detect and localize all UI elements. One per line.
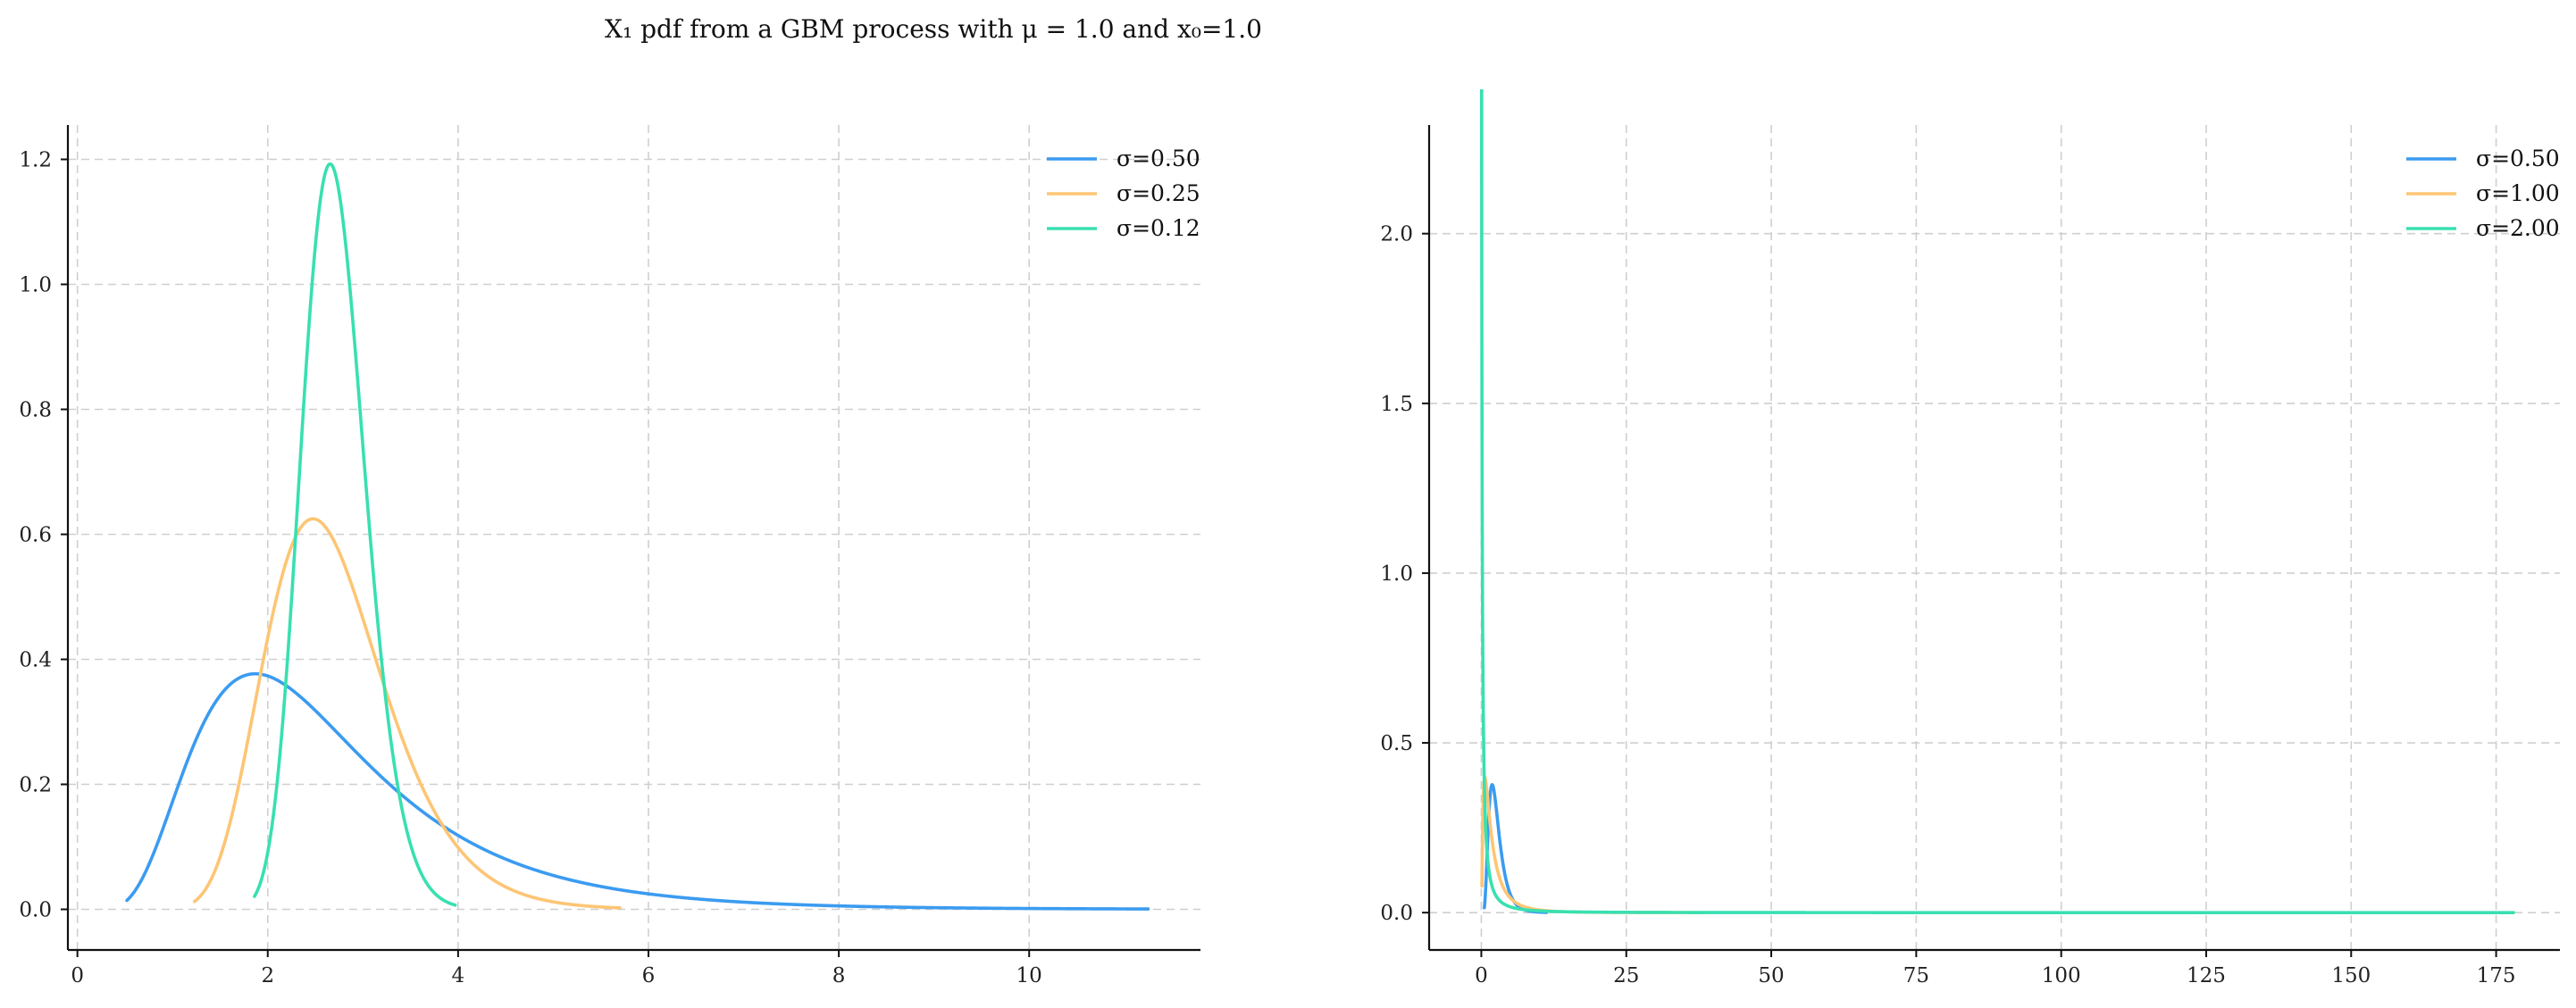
x-tick-label: 25 xyxy=(1613,964,1639,987)
y-tick-label: 1.0 xyxy=(19,274,52,297)
y-tick-label: 0.2 xyxy=(19,774,52,797)
y-tick-label: 1.2 xyxy=(19,149,52,172)
legend-label: σ=0.25 xyxy=(1117,180,1200,206)
x-tick-label: 150 xyxy=(2331,964,2371,987)
x-tick-label: 75 xyxy=(1903,964,1929,987)
legend-label: σ=0.50 xyxy=(2476,146,2560,171)
x-tick-label: 125 xyxy=(2187,964,2226,987)
y-tick-label: 0.5 xyxy=(1380,732,1413,755)
y-tick-label: 0.0 xyxy=(1380,902,1413,925)
x-tick-label: 0 xyxy=(1475,964,1488,987)
x-tick-label: 100 xyxy=(2042,964,2081,987)
y-tick-label: 1.5 xyxy=(1380,393,1413,416)
x-tick-label: 2 xyxy=(261,964,274,987)
y-tick-label: 2.0 xyxy=(1380,223,1413,246)
x-tick-label: 6 xyxy=(642,964,656,987)
chart-panel-right: 0 25 50 75 100 125 150 175 0.0 0.5 1.0 1.5 2.0 σ=0.50… xyxy=(1380,89,2560,987)
x-tick-label: 4 xyxy=(452,964,465,987)
y-tick-label: 0.0 xyxy=(19,899,52,922)
legend-label: σ=0.12 xyxy=(1117,215,1200,241)
chart-panel-left: 0 2 4 6 8 10 0.0 0.2 0.4 0.6 0.8 1.0 1.2 σ=0.50 σ=0.25… xyxy=(19,125,1200,987)
x-tick-label: 10 xyxy=(1016,964,1042,987)
series-line xyxy=(125,671,1150,911)
series-line xyxy=(253,162,457,907)
legend-label: σ=2.00 xyxy=(2476,215,2560,241)
y-tick-label: 0.4 xyxy=(19,649,52,672)
series-line xyxy=(192,517,622,910)
y-tick-label: 0.8 xyxy=(19,399,52,422)
x-tick-label: 50 xyxy=(1758,964,1784,987)
x-tick-label: 175 xyxy=(2477,964,2516,987)
legend-label: σ=0.50 xyxy=(1117,146,1200,171)
x-tick-label: 0 xyxy=(71,964,84,987)
y-tick-label: 1.0 xyxy=(1380,562,1413,586)
figure-suptitle: X₁ pdf from a GBM process with μ = 1.0 a… xyxy=(605,14,1262,44)
y-tick-label: 0.6 xyxy=(19,524,52,547)
series-line xyxy=(1479,89,2515,914)
legend-label: σ=1.00 xyxy=(2476,180,2560,206)
x-tick-label: 8 xyxy=(832,964,846,987)
